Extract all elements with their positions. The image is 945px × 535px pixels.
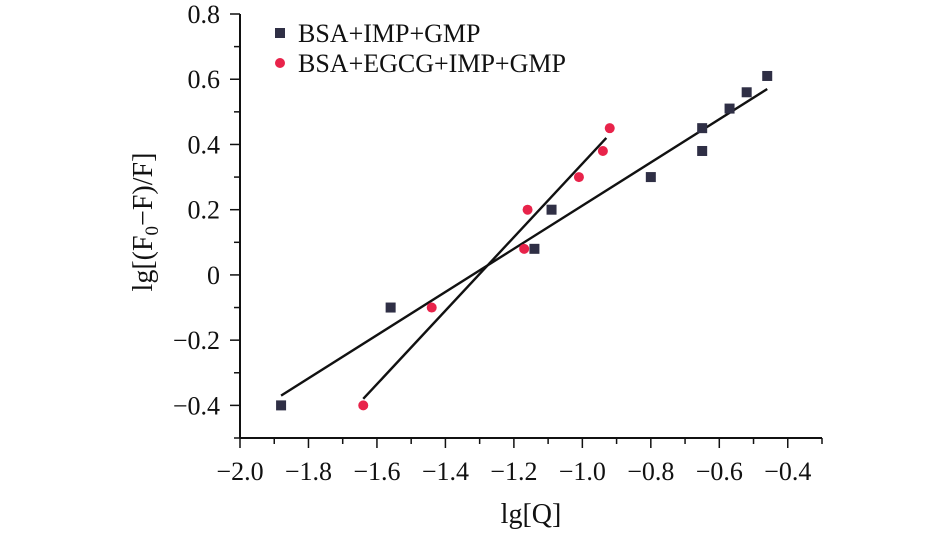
legend-marker-square: [275, 28, 285, 38]
x-tick-label: −1.0: [559, 457, 606, 486]
legend: BSA+IMP+GMP BSA+EGCG+IMP+GMP: [275, 19, 566, 78]
x-tick-label: −2.0: [216, 457, 263, 486]
data-point-square: [529, 244, 539, 254]
fit-line-series-0: [281, 89, 767, 396]
data-point-square: [697, 146, 707, 156]
data-point-square: [646, 172, 656, 182]
y-axis-title-subscript: 0: [142, 226, 163, 236]
x-tick-label: −0.4: [764, 457, 811, 486]
data-point-circle: [574, 172, 584, 182]
y-tick-label: 0: [207, 261, 220, 290]
y-axis-title-suffix: −F)/F]: [128, 153, 159, 226]
x-tick-label: −1.2: [490, 457, 537, 486]
fit-line-series-1: [363, 138, 606, 399]
x-tick-label: −1.4: [422, 457, 469, 486]
data-point-square: [547, 205, 557, 215]
data-point-square: [386, 303, 396, 313]
y-tick-label: 0.4: [188, 130, 221, 159]
y-tick-label: −0.2: [173, 326, 220, 355]
data-point-circle: [427, 303, 437, 313]
data-point-square: [725, 104, 735, 114]
y-tick-label: 0.6: [188, 65, 221, 94]
x-tick-label: −1.6: [353, 457, 400, 486]
data-point-square: [762, 71, 772, 81]
x-tick-label: −1.8: [285, 457, 332, 486]
x-axis-title: lg[Q]: [501, 499, 562, 530]
y-axis-title-prefix: lg[(F: [128, 235, 159, 291]
data-point-square: [697, 123, 707, 133]
data-point-circle: [605, 123, 615, 133]
data-points: [276, 71, 772, 410]
x-ticks: −2.0 −1.8 −1.6 −1.4 −1.2 −1.0 −0.8 −0.6 −0.4: [216, 438, 822, 486]
data-point-square: [742, 87, 752, 97]
x-tick-label: −0.8: [627, 457, 674, 486]
data-point-circle: [358, 400, 368, 410]
y-tick-label: 0.8: [188, 0, 221, 29]
data-point-circle: [523, 205, 533, 215]
legend-marker-circle: [275, 58, 285, 68]
legend-label-0: BSA+IMP+GMP: [298, 19, 481, 48]
x-tick-label: −0.6: [696, 457, 743, 486]
chart: −2.0 −1.8 −1.6 −1.4 −1.2 −1.0 −0.8 −0.6 −0.4 −0.…: [0, 0, 945, 535]
y-ticks: −0.4 −0.2 0 0.2 0.4 0.6 0.8: [173, 0, 240, 438]
y-tick-label: 0.2: [188, 196, 221, 225]
data-point-circle: [519, 244, 529, 254]
data-point-square: [276, 400, 286, 410]
y-tick-label: −0.4: [173, 391, 220, 420]
data-point-circle: [598, 146, 608, 156]
legend-label-1: BSA+EGCG+IMP+GMP: [298, 49, 566, 78]
y-axis-title: lg[(F0−F)/F]: [128, 153, 163, 292]
